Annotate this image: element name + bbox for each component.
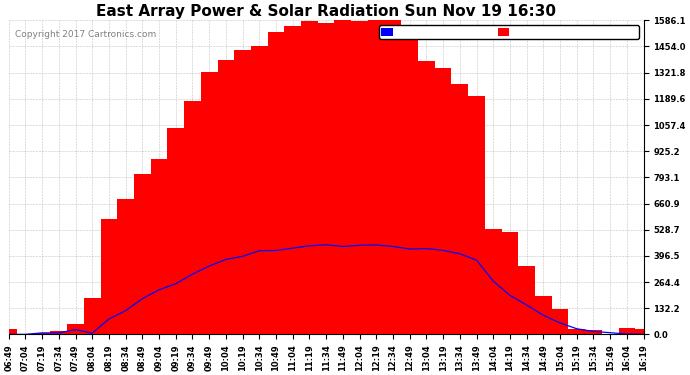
Title: East Array Power & Solar Radiation Sun Nov 19 16:30: East Array Power & Solar Radiation Sun N… [96,4,556,19]
Text: Copyright 2017 Cartronics.com: Copyright 2017 Cartronics.com [15,30,156,39]
Legend: Radiation (w/m2), East Array (DC Watts): Radiation (w/m2), East Array (DC Watts) [379,25,639,39]
